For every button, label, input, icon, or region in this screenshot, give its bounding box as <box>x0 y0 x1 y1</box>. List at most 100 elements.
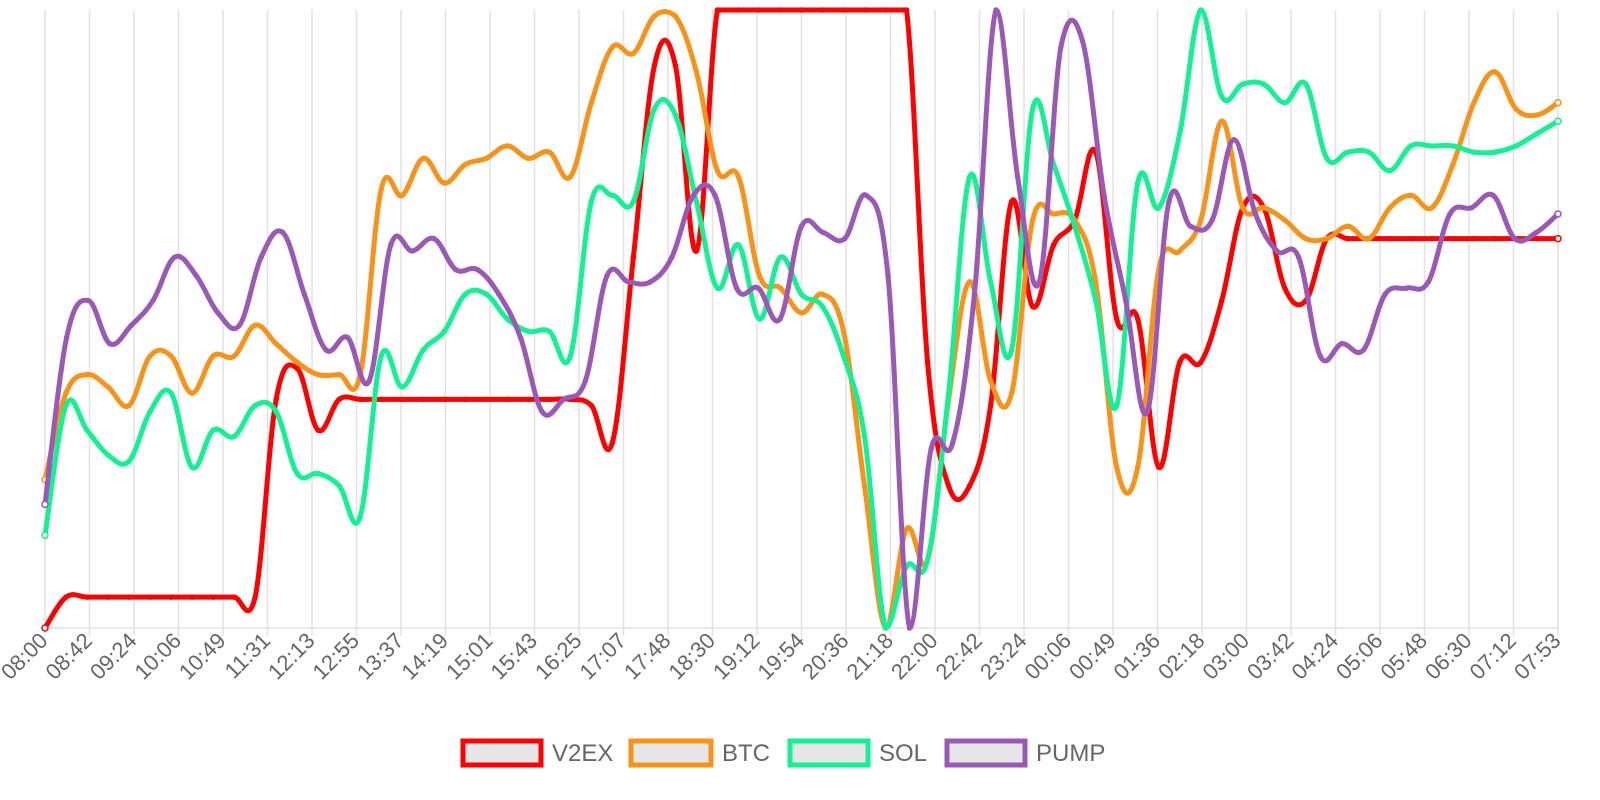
data-point <box>41 624 49 632</box>
x-tick-label: 06:30 <box>1420 628 1477 685</box>
data-point <box>399 396 405 403</box>
data-point <box>504 143 511 149</box>
data-point <box>651 13 658 19</box>
data-point <box>712 192 718 199</box>
legend-swatch <box>460 738 544 768</box>
data-point <box>231 433 237 440</box>
x-tick-label: 00:06 <box>1019 628 1076 685</box>
data-point <box>252 594 258 600</box>
data-point <box>1144 408 1151 415</box>
data-point <box>1166 198 1172 205</box>
data-point <box>336 371 342 378</box>
data-point <box>1345 223 1351 230</box>
data-point <box>1282 99 1288 106</box>
data-point <box>1282 285 1288 291</box>
data-point <box>1492 69 1498 75</box>
data-point <box>517 334 524 341</box>
data-point <box>252 322 258 328</box>
data-point <box>1177 359 1183 366</box>
data-point <box>168 353 174 359</box>
x-tick-label: 10:06 <box>129 628 186 685</box>
data-point <box>525 328 532 335</box>
data-point <box>1187 223 1194 230</box>
data-point <box>1408 192 1414 199</box>
data-point <box>273 340 279 347</box>
data-point <box>1534 112 1540 118</box>
data-point <box>474 266 481 273</box>
legend-item-v2ex[interactable]: V2EX <box>460 738 613 768</box>
data-point <box>1050 242 1057 248</box>
data-point <box>693 69 700 75</box>
data-point <box>1317 353 1323 359</box>
data-point <box>1534 130 1540 137</box>
data-point <box>420 155 426 162</box>
data-point <box>1036 279 1043 285</box>
x-tick-label: 17:48 <box>619 628 676 685</box>
data-point <box>273 408 279 415</box>
data-point <box>609 44 616 50</box>
data-point <box>409 248 416 254</box>
data-point <box>483 291 490 298</box>
data-point <box>1113 316 1120 322</box>
data-point <box>1198 359 1204 366</box>
data-point <box>128 322 135 328</box>
data-point <box>1029 106 1036 112</box>
data-point <box>1492 235 1498 242</box>
data-point <box>85 297 91 304</box>
data-point <box>756 7 763 13</box>
data-point <box>1324 235 1330 242</box>
data-point <box>567 353 574 359</box>
x-tick-label: 22:42 <box>930 628 987 685</box>
data-point <box>1231 137 1237 143</box>
data-point <box>1261 205 1267 211</box>
data-point <box>189 594 195 600</box>
data-point <box>882 7 889 13</box>
data-point <box>1554 117 1562 125</box>
data-point <box>777 7 784 13</box>
data-point <box>546 328 553 335</box>
data-point <box>714 7 721 13</box>
x-tick-label: 04:24 <box>1286 628 1343 685</box>
data-point <box>215 310 221 316</box>
data-point <box>1282 217 1288 223</box>
data-point <box>1219 118 1225 124</box>
data-point <box>777 254 784 260</box>
data-point <box>1408 143 1414 149</box>
data-point <box>609 439 616 446</box>
x-tick-label: 03:42 <box>1242 628 1299 685</box>
data-point <box>1534 235 1540 242</box>
data-point <box>714 285 721 291</box>
data-point <box>861 483 868 489</box>
data-point <box>294 470 300 477</box>
grid-lines <box>44 10 1559 636</box>
data-point <box>609 192 616 199</box>
data-point <box>1122 297 1129 304</box>
data-point <box>1177 248 1183 254</box>
data-point <box>1345 235 1351 242</box>
data-point <box>210 353 216 359</box>
data-point <box>1513 106 1519 112</box>
data-point <box>798 291 805 298</box>
x-tick-label: 02:18 <box>1153 628 1210 685</box>
data-point <box>462 161 469 168</box>
data-point <box>1468 205 1475 211</box>
data-point <box>1014 174 1021 180</box>
data-point <box>987 279 994 285</box>
series-v2ex <box>41 7 1562 632</box>
data-point <box>604 272 610 279</box>
data-point <box>147 408 153 415</box>
data-point <box>966 483 973 489</box>
legend-item-pump[interactable]: PUMP <box>944 738 1105 768</box>
data-point <box>273 396 279 403</box>
legend-item-btc[interactable]: BTC <box>628 738 770 768</box>
data-point <box>301 291 308 298</box>
data-point <box>1366 149 1372 155</box>
x-tick-label: 07:53 <box>1509 628 1566 685</box>
data-point <box>733 285 740 291</box>
data-point <box>588 402 595 409</box>
legend-item-sol[interactable]: SOL <box>787 738 927 768</box>
data-point <box>171 254 178 260</box>
x-axis: 08:0008:4209:2410:0610:4911:3112:1312:55… <box>0 628 1566 685</box>
legend[interactable]: V2EX BTC SOL PUMP <box>460 738 1105 768</box>
